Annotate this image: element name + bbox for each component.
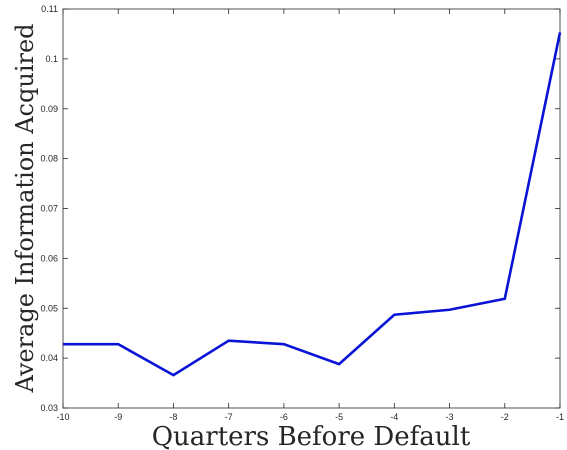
x-axis-title: Quarters Before Default <box>152 422 471 450</box>
x-tick-label: -5 <box>335 412 343 422</box>
y-axis-ticks: 0.03 0.04 0.05 0.06 0.07 0.08 0.09 0.1 0.11 <box>40 4 560 413</box>
x-axis-ticks: -10 -9 -8 -7 -6 -5 -4 -3 -2 -1 <box>56 9 564 422</box>
x-tick-label: -10 <box>56 412 69 422</box>
y-tick-label: 0.08 <box>40 154 58 164</box>
x-tick-label: -9 <box>114 412 122 422</box>
plot-area <box>62 8 561 409</box>
x-tick-label: -7 <box>225 412 233 422</box>
y-tick-label: 0.05 <box>40 303 58 313</box>
y-tick-label: 0.1 <box>45 54 58 64</box>
y-tick-label: 0.09 <box>40 104 58 114</box>
y-tick-label: 0.07 <box>40 204 58 214</box>
x-tick-label: -8 <box>169 412 177 422</box>
y-axis-title: Average Information Acquired <box>11 23 39 393</box>
y-tick-label: 0.06 <box>40 253 58 263</box>
x-tick-label: -4 <box>390 412 398 422</box>
x-tick-label: -6 <box>280 412 288 422</box>
series-layer <box>63 32 562 377</box>
y-tick-label: 0.03 <box>40 403 58 413</box>
x-tick-label: -3 <box>446 412 454 422</box>
y-tick-label: 0.11 <box>41 4 58 14</box>
series-line <box>63 32 562 377</box>
y-tick-label: 0.04 <box>40 353 58 363</box>
x-tick-label: -2 <box>501 412 509 422</box>
x-tick-label: -1 <box>556 412 564 422</box>
